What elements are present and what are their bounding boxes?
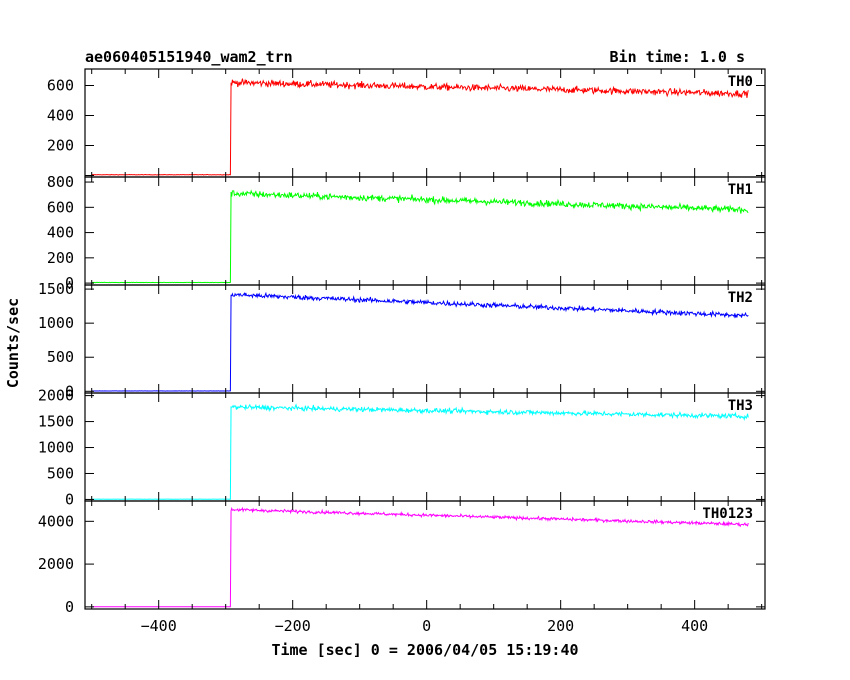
series-label-th0123: TH0123 [702, 506, 753, 522]
x-axis-label: Time [sec] 0 = 2006/04/05 15:19:40 [271, 641, 578, 659]
y-tick-label: 600 [47, 77, 74, 95]
series-line-th1 [91, 189, 749, 284]
y-axis-label: Counts/sec [4, 298, 22, 388]
panel-th2: 0 500 1000 1500 TH2 [38, 280, 766, 400]
series-line-th0123 [91, 506, 749, 608]
panel-th1: 0 200 400 600 800 TH1 [47, 173, 766, 292]
y-tick-label: 2000 [38, 555, 74, 573]
x-tick-label: 400 [681, 617, 708, 635]
y-tick-label: 500 [47, 464, 74, 482]
panels: 200 400 600 TH0 0 200 400 600 800 TH1 0 500 1000 1500… [38, 68, 766, 616]
panel-th3: 0 500 1000 1500 2000 TH3 [38, 387, 766, 508]
x-tick-label: 200 [547, 617, 574, 635]
panel-frame [84, 176, 766, 286]
y-tick-label: 1500 [38, 413, 74, 431]
y-tick-label: 400 [47, 107, 74, 125]
y-tick-label: 4000 [38, 512, 74, 530]
y-tick-label: 1000 [38, 439, 74, 457]
y-tick-label: 2000 [38, 387, 74, 405]
y-tick-label: 800 [47, 173, 74, 191]
panel-frame [84, 500, 766, 610]
y-tick-label: 200 [47, 137, 74, 155]
y-tick-label: 1000 [38, 314, 74, 332]
y-tick-label: 400 [47, 224, 74, 242]
y-tick-label: 0 [65, 490, 74, 508]
y-tick-label: 0 [65, 598, 74, 616]
x-axis: −400 −200 0 200 400 [141, 617, 709, 635]
x-tick-label: 0 [422, 617, 431, 635]
chart-title: ae060405151940_wam2_trn [85, 48, 293, 66]
series-label-th0: TH0 [728, 74, 753, 90]
series-label-th2: TH2 [728, 290, 753, 306]
y-tick-label: 600 [47, 198, 74, 216]
y-tick-label: 0 [65, 382, 74, 400]
panel-th0123: 0 2000 4000 TH0123 [38, 500, 766, 616]
y-tick-label: 200 [47, 249, 74, 267]
series-label-th3: TH3 [728, 398, 753, 414]
y-tick-label: 500 [47, 348, 74, 366]
y-tick-label: 0 [65, 274, 74, 292]
bin-time-label: Bin time: 1.0 s [610, 48, 745, 66]
series-label-th1: TH1 [728, 182, 753, 198]
series-line-th0 [91, 78, 749, 176]
panel-th0: 200 400 600 TH0 [47, 68, 766, 178]
series-line-th3 [91, 403, 749, 500]
y-tick-label: 1500 [38, 280, 74, 298]
series-line-th2 [91, 291, 749, 392]
x-tick-label: −400 [141, 617, 177, 635]
x-tick-label: −200 [275, 617, 311, 635]
panel-frame [84, 68, 766, 178]
